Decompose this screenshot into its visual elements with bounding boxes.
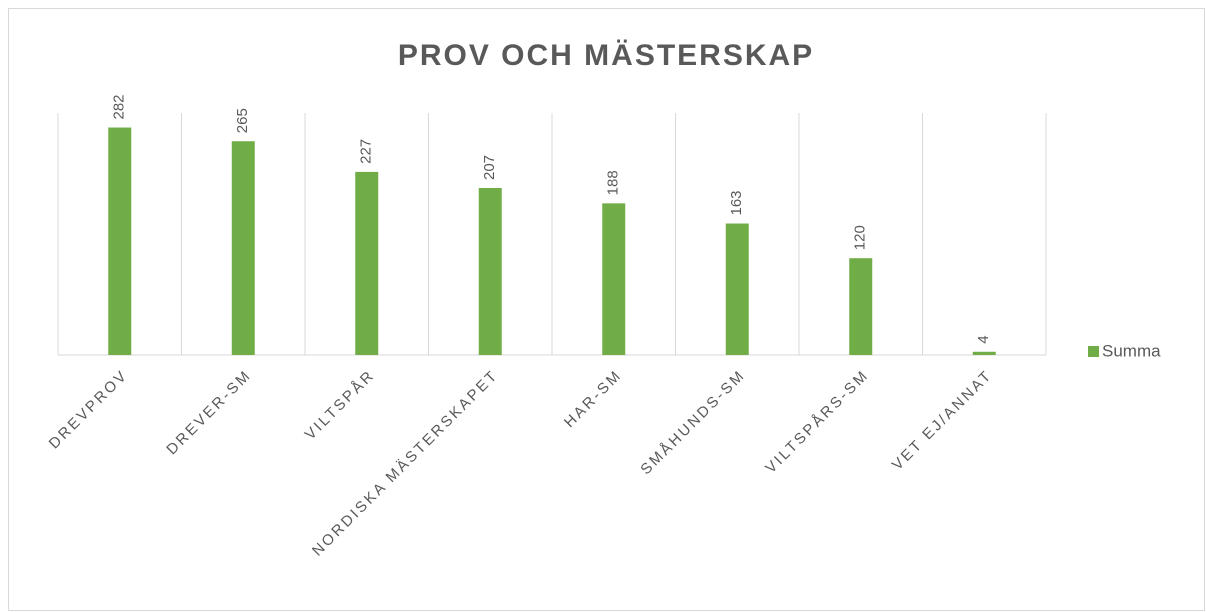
data-label: 227 — [358, 139, 375, 164]
data-label: 282 — [111, 94, 128, 119]
bar — [972, 351, 996, 355]
data-label: 188 — [605, 170, 622, 195]
chart-title: PROV OCH MÄSTERSKAP — [398, 39, 814, 72]
data-label: 4 — [975, 335, 992, 343]
bar — [478, 188, 502, 355]
data-label: 207 — [481, 155, 498, 180]
data-label: 163 — [728, 190, 745, 215]
bar — [108, 127, 132, 356]
bar — [602, 203, 626, 355]
data-label: 120 — [852, 225, 869, 250]
bar — [725, 223, 749, 355]
bar — [849, 258, 873, 355]
bar — [231, 141, 255, 355]
legend-swatch — [1088, 346, 1099, 357]
legend-label: Summa — [1102, 341, 1161, 360]
bar — [355, 171, 379, 355]
data-label: 265 — [234, 108, 251, 133]
